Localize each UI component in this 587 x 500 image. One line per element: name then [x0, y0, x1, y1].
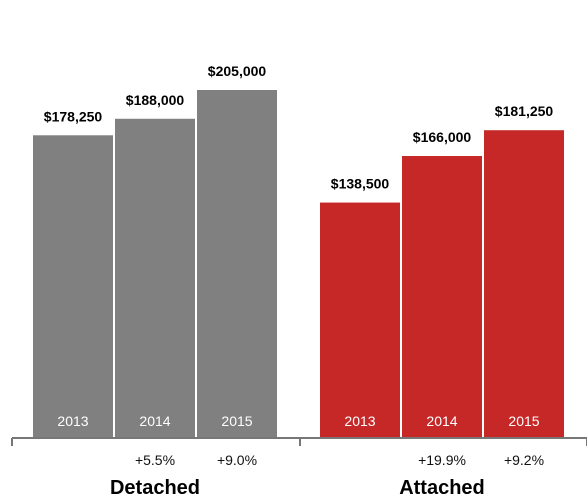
bar-detached-2014 — [115, 118, 195, 438]
value-label-attached-2015: $181,250 — [495, 103, 554, 119]
bars-layer — [33, 90, 564, 438]
labels-layer: $178,250 2013 $188,000 2014 +5.5% $205,000 201… — [44, 63, 554, 499]
value-label-attached-2014: $166,000 — [413, 129, 472, 145]
value-label-detached-2015: $205,000 — [208, 63, 267, 79]
year-label-attached-2014: 2014 — [426, 413, 457, 429]
bar-detached-2013 — [33, 135, 113, 437]
value-label-detached-2014: $188,000 — [126, 92, 185, 108]
value-label-attached-2013: $138,500 — [331, 176, 390, 192]
year-label-detached-2013: 2013 — [57, 413, 88, 429]
bar-attached-2013 — [320, 202, 400, 437]
year-label-attached-2015: 2015 — [508, 413, 539, 429]
bar-attached-2015 — [484, 130, 564, 437]
group-label-detached: Detached — [110, 477, 200, 499]
bar-detached-2015 — [197, 90, 277, 437]
change-label-attached-2014: +19.9% — [418, 452, 466, 468]
change-label-attached-2015: +9.2% — [504, 452, 544, 468]
x-axis — [11, 437, 587, 446]
change-label-detached-2015: +9.0% — [217, 452, 257, 468]
value-label-detached-2013: $178,250 — [44, 108, 103, 124]
change-label-detached-2014: +5.5% — [135, 452, 175, 468]
group-label-attached: Attached — [399, 477, 485, 499]
year-label-attached-2013: 2013 — [344, 413, 375, 429]
year-label-detached-2015: 2015 — [221, 413, 252, 429]
year-label-detached-2014: 2014 — [139, 413, 170, 429]
bar-attached-2014 — [402, 156, 482, 437]
